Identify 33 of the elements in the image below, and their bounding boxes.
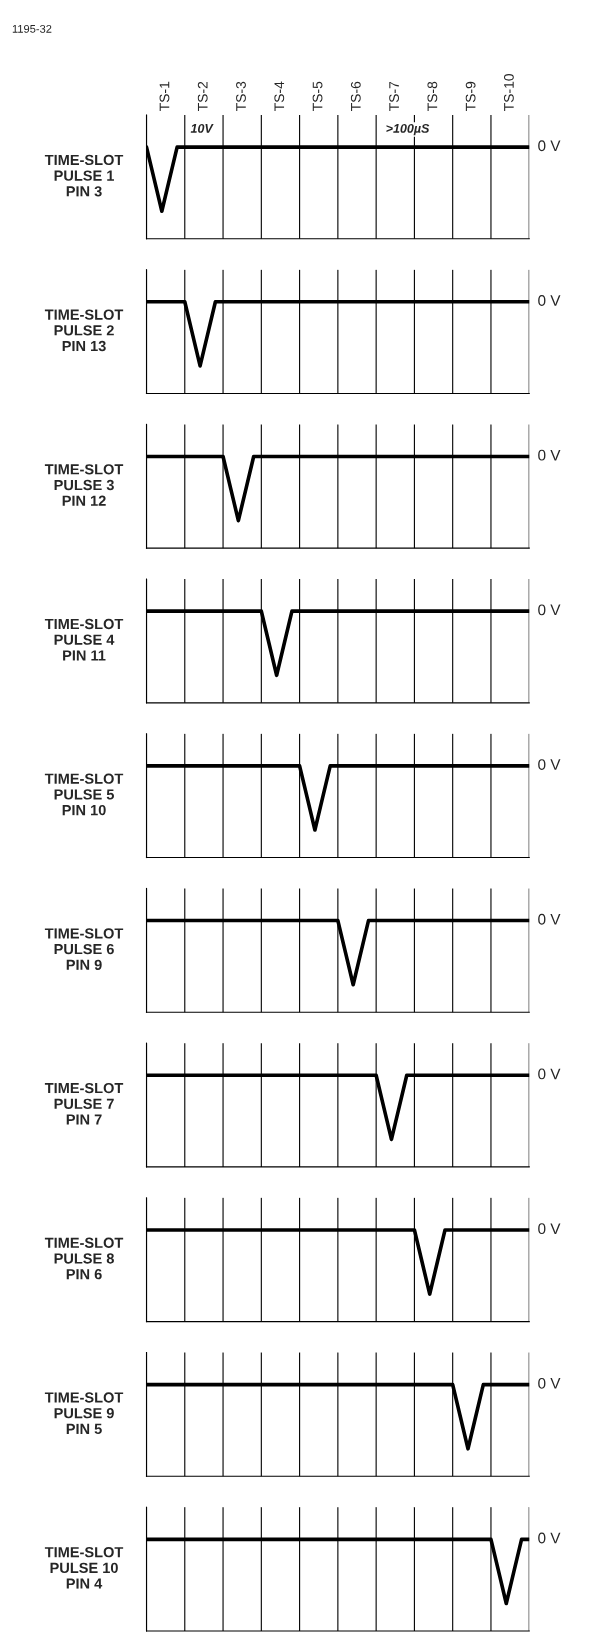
text: 0 V: [538, 1068, 561, 1080]
text: TS-6: [350, 81, 361, 111]
y-axis-title: TIME-SLOT PULSE 6 PIN 9: [44, 928, 124, 970]
y-axis-title: TIME-SLOT PULSE 3 PIN 12: [44, 464, 124, 506]
y-axis-title: TIME-SLOT PULSE 2 PIN 13: [44, 309, 124, 352]
y-axis-title: TIME-SLOT PULSE 9 PIN 5: [44, 1392, 124, 1435]
text: 0 V: [538, 1532, 561, 1544]
text: 10V: [190, 123, 214, 133]
text: TS-3: [236, 81, 246, 111]
y-axis-title: TIME-SLOT PULSE 8 PIN 6: [44, 1237, 124, 1280]
text: 1195-32: [12, 24, 52, 33]
text: 0 V: [538, 140, 561, 152]
text: TS-2: [197, 81, 208, 111]
text: 0 V: [538, 759, 561, 770]
text: TS-8: [427, 81, 438, 111]
text: 0 V: [538, 604, 561, 616]
text: TS-4: [274, 81, 285, 111]
y-axis-title: TIME-SLOT PULSE 1 PIN 3: [44, 154, 124, 197]
y-axis-title: TIME-SLOT PULSE 7 PIN 7: [44, 1082, 124, 1125]
text: TS-5: [312, 81, 323, 111]
text: 0 V: [538, 913, 561, 925]
text: TS-10: [503, 74, 514, 111]
y-axis-title: TIME-SLOT PULSE 5 PIN 10: [44, 773, 124, 816]
text: 0 V: [538, 1377, 561, 1389]
text: >100µS: [386, 123, 430, 136]
text: 0 V: [538, 295, 561, 306]
y-axis-title: TIME-SLOT PULSE 4 PIN 11: [44, 618, 124, 661]
text: TS-1: [159, 81, 170, 111]
text: TS-9: [465, 81, 476, 111]
y-axis-title: TIME-SLOT PULSE 10 PIN 4: [44, 1547, 124, 1589]
text: 0 V: [538, 1223, 561, 1235]
text: TS-7: [389, 81, 400, 111]
text: 0 V: [538, 449, 561, 461]
